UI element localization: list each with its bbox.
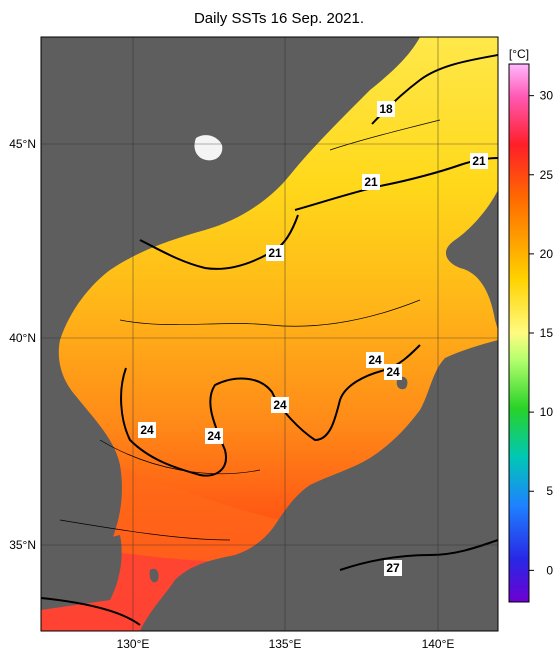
- lat-label-40: 40°N: [9, 331, 36, 345]
- land-hokkaido: [445, 37, 498, 330]
- svg-text:24: 24: [140, 423, 154, 437]
- svg-text:24: 24: [273, 398, 287, 412]
- contour-label-24: 24: [138, 422, 156, 438]
- contour-label-24: 24: [366, 352, 384, 368]
- colorbar-tick-label: 10: [540, 405, 554, 419]
- contour-label-24: 24: [205, 428, 223, 444]
- svg-text:21: 21: [268, 246, 282, 260]
- contour-label-24: 24: [384, 364, 402, 380]
- svg-text:18: 18: [379, 102, 393, 116]
- map-frame: [40, 36, 499, 632]
- colorbar-ticks: 30 25 20 15 10 5 0: [529, 89, 554, 577]
- colorbar-unit: [°C]: [509, 47, 529, 61]
- lon-label-140: 140°E: [422, 637, 455, 651]
- lon-label-135: 135°E: [269, 637, 302, 651]
- lat-label-35: 35°N: [9, 538, 36, 552]
- colorbar: [508, 63, 530, 603]
- colorbar-tick-label: 0: [546, 563, 553, 577]
- graticule: [41, 37, 498, 631]
- map-title: Daily SSTs 16 Sep. 2021.: [193, 10, 365, 27]
- contour-label-21: 21: [470, 153, 488, 169]
- svg-text:27: 27: [386, 561, 400, 575]
- contour-label-21: 21: [266, 245, 284, 261]
- svg-text:24: 24: [386, 365, 400, 379]
- colorbar-tick-label: 20: [540, 247, 554, 261]
- colorbar-tick-label: 5: [546, 484, 553, 498]
- map-area: 18 21 21 21 24 24 24 24 24 27: [41, 37, 498, 631]
- colorbar-tick-label: 15: [540, 326, 554, 340]
- contour-label-21: 21: [362, 174, 380, 190]
- lat-label-45: 45°N: [9, 137, 36, 151]
- colorbar-tick-label: 30: [540, 89, 554, 103]
- land-honshu: [140, 340, 498, 631]
- contour-labels: 18 21 21 21 24 24 24 24 24 27: [138, 101, 488, 576]
- svg-text:24: 24: [207, 429, 221, 443]
- svg-text:21: 21: [364, 175, 378, 189]
- contour-label-18: 18: [377, 101, 395, 117]
- contour-label-24: 24: [271, 397, 289, 413]
- land-continent: [41, 37, 420, 560]
- lon-label-130: 130°E: [117, 637, 150, 651]
- svg-text:21: 21: [472, 154, 486, 168]
- contour-label-27: 27: [384, 560, 402, 576]
- colorbar-tick-label: 25: [540, 168, 554, 182]
- svg-text:24: 24: [368, 353, 382, 367]
